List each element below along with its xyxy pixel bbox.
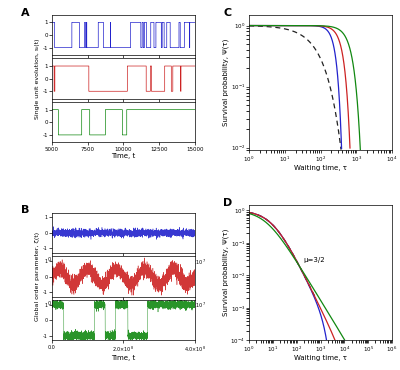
Text: A: A xyxy=(20,7,29,17)
Text: C: C xyxy=(224,8,232,18)
X-axis label: Waiting time, τ: Waiting time, τ xyxy=(294,165,347,171)
Text: μ=3/2: μ=3/2 xyxy=(304,257,325,263)
X-axis label: Time, t: Time, t xyxy=(111,153,136,159)
Y-axis label: Global order parameter, ζ(t): Global order parameter, ζ(t) xyxy=(35,232,40,321)
Text: D: D xyxy=(224,198,233,208)
X-axis label: Time, t: Time, t xyxy=(111,355,136,361)
Y-axis label: Single unit evolution, sᵢ(t): Single unit evolution, sᵢ(t) xyxy=(34,38,40,119)
Text: B: B xyxy=(20,205,29,215)
Y-axis label: Survival probability, Ψ(τ): Survival probability, Ψ(τ) xyxy=(222,229,229,316)
X-axis label: Waiting time, τ: Waiting time, τ xyxy=(294,355,347,361)
Y-axis label: Survival probability, Ψ(τ): Survival probability, Ψ(τ) xyxy=(223,39,229,126)
